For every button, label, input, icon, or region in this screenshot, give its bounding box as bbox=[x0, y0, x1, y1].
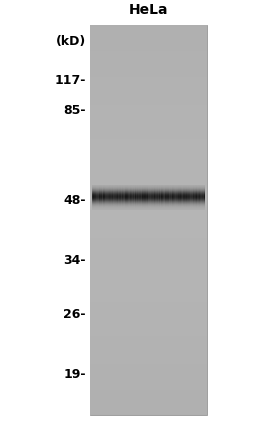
Text: 48-: 48- bbox=[63, 193, 86, 206]
Text: 34-: 34- bbox=[63, 254, 86, 266]
Text: (kD): (kD) bbox=[56, 36, 86, 48]
Text: 26-: 26- bbox=[63, 308, 86, 321]
Text: HeLa: HeLa bbox=[129, 3, 168, 17]
Bar bbox=[90, 25, 207, 415]
Text: 85-: 85- bbox=[63, 103, 86, 117]
Text: 117-: 117- bbox=[55, 73, 86, 87]
Text: 19-: 19- bbox=[63, 369, 86, 381]
